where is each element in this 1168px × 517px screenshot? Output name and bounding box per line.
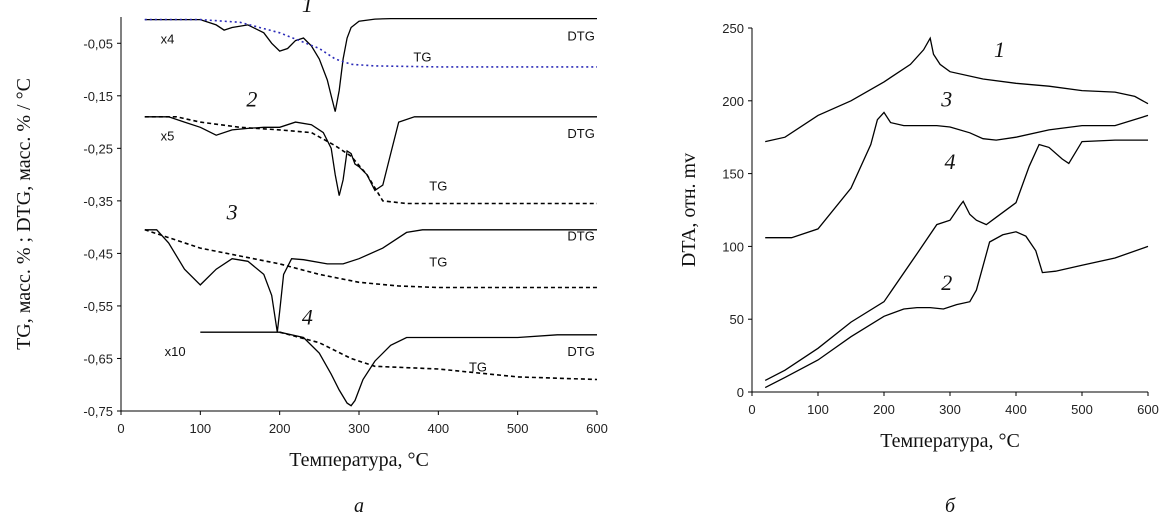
y-tick-label: 100 xyxy=(722,239,744,254)
tg-series-line-2 xyxy=(144,116,597,205)
multiplier-label: x4 xyxy=(161,31,175,46)
curve-label: DTG xyxy=(567,126,594,141)
curve-number-label: 1 xyxy=(302,0,313,17)
y-tick-label: -0,75 xyxy=(83,404,113,419)
tg-series-line-3 xyxy=(144,229,597,289)
x-tick-label: 0 xyxy=(117,421,124,436)
multiplier-label: x5 xyxy=(161,128,175,143)
curve-label: TG xyxy=(429,255,447,270)
x-axis-title: Температура, °C xyxy=(880,430,1020,452)
y-tick-label: -0,55 xyxy=(83,299,113,314)
curve-number-label: 3 xyxy=(940,87,952,112)
curve-number-label: 2 xyxy=(941,270,952,295)
curve-label: TG xyxy=(469,360,487,375)
x-tick-label: 600 xyxy=(586,421,608,436)
x-tick-label: 100 xyxy=(189,421,211,436)
curve-label: TG xyxy=(429,178,447,193)
panel-letter: а xyxy=(354,495,364,517)
y-axis-title: DTA, отн. mv xyxy=(678,153,700,267)
y-tick-label: -0,25 xyxy=(83,141,113,156)
curve-label: TG xyxy=(413,50,431,65)
x-tick-label: 400 xyxy=(427,421,449,436)
x-tick-label: 200 xyxy=(873,402,895,417)
x-tick-label: 200 xyxy=(269,421,291,436)
curve-number-label: 4 xyxy=(945,149,956,174)
series-line-4 xyxy=(764,139,1148,381)
multiplier-label: x10 xyxy=(165,344,186,359)
x-tick-label: 0 xyxy=(748,402,755,417)
y-tick-label: -0,65 xyxy=(83,351,113,366)
curve-label: DTG xyxy=(567,29,594,44)
y-tick-label: 200 xyxy=(722,94,744,109)
x-tick-label: 400 xyxy=(1005,402,1027,417)
curve-number-label: 2 xyxy=(246,86,257,111)
series-line-3 xyxy=(765,111,1149,239)
dtg-series-line-1 xyxy=(144,17,597,112)
x-tick-label: 500 xyxy=(507,421,529,436)
x-tick-label: 300 xyxy=(939,402,961,417)
y-tick-label: -0,35 xyxy=(83,194,113,209)
curve-number-label: 1 xyxy=(994,37,1005,62)
x-axis-title: Температура, °C xyxy=(289,449,429,471)
x-tick-label: 100 xyxy=(807,402,829,417)
x-tick-label: 300 xyxy=(348,421,370,436)
y-tick-label: 50 xyxy=(730,312,744,327)
dtg-series-line-3 xyxy=(144,229,597,333)
dtg-series-line-2 xyxy=(144,116,597,196)
x-tick-label: 500 xyxy=(1071,402,1093,417)
curve-label: DTG xyxy=(567,228,594,243)
y-tick-label: 150 xyxy=(722,167,744,182)
tg-series-line-1 xyxy=(144,18,597,68)
curve-number-label: 3 xyxy=(226,199,238,224)
tg-series-line-4 xyxy=(279,331,598,381)
chart-panel-b: 0 100 200 300 400 500 600 0 50 100 150 200 250 Темпер… xyxy=(678,21,1159,517)
curve-number-label: 4 xyxy=(302,304,313,329)
chart-panel-a: 0 100 200 300 400 500 600 -0,05 -0,15 -0,25 -0,35 -… xyxy=(13,0,608,517)
series-line-1 xyxy=(765,36,1149,143)
curve-label: DTG xyxy=(567,344,594,359)
panel-letter: б xyxy=(945,495,956,517)
series-line-2 xyxy=(764,231,1149,389)
y-axis-title: TG, масс. % ; DTG, масс. % / °C xyxy=(13,78,35,350)
x-tick-label: 600 xyxy=(1137,402,1159,417)
y-tick-label: 0 xyxy=(737,385,744,400)
y-tick-label: -0,15 xyxy=(83,89,113,104)
y-tick-label: 250 xyxy=(722,21,744,36)
y-tick-label: -0,45 xyxy=(83,246,113,261)
dtg-series-line-4 xyxy=(200,331,597,407)
y-tick-label: -0,05 xyxy=(83,36,113,51)
